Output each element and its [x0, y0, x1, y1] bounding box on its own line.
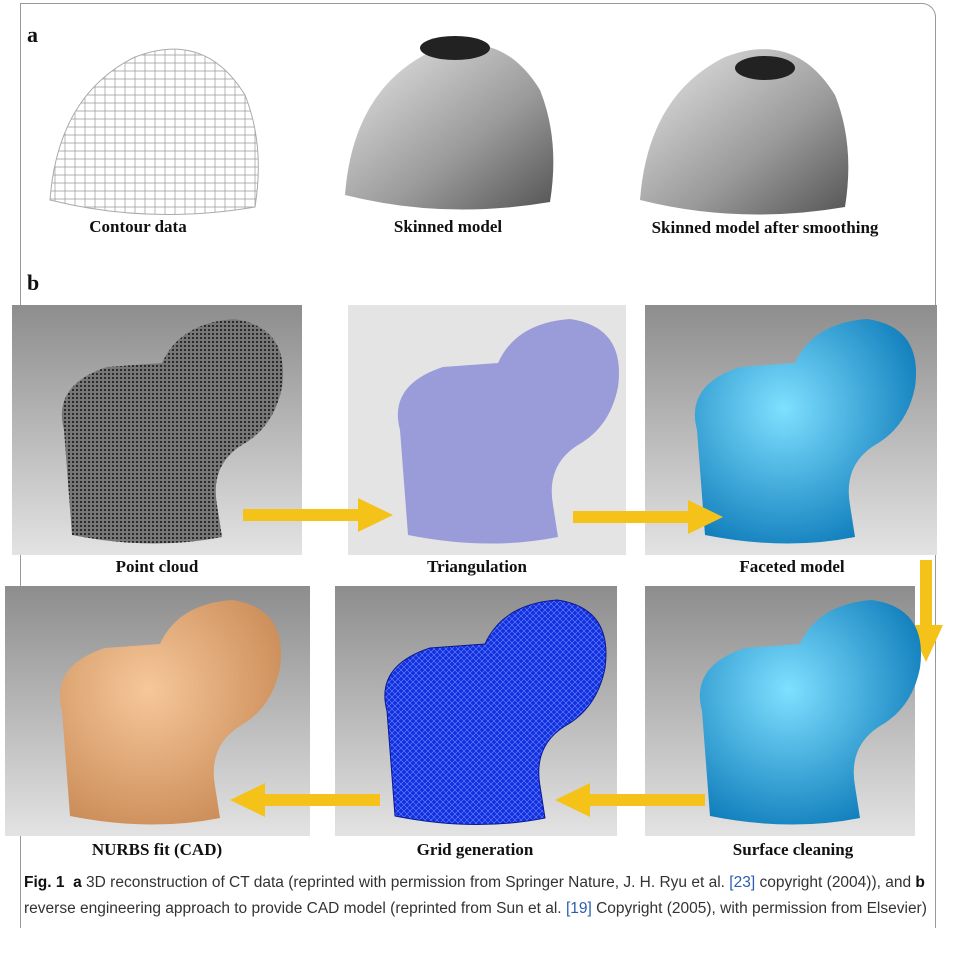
figure: a Contour data Skinned model Skinned mod… [0, 0, 955, 866]
item-label: Skinned model after smoothing [640, 215, 890, 241]
citation-link[interactable]: [19] [566, 900, 592, 917]
panel-label: a [27, 22, 38, 47]
caption-text: copyright (2004)), and [759, 874, 911, 891]
caption-text: Copyright (2005), with permission from E… [596, 900, 927, 917]
step-label: Grid generation [417, 840, 534, 859]
item-label: Skinned model [394, 217, 502, 236]
step-label: Triangulation [427, 557, 527, 576]
step-label: Surface cleaning [733, 840, 854, 859]
item-label: Contour data [89, 217, 187, 236]
caption-panel: b [915, 874, 924, 891]
opening [735, 56, 795, 80]
opening [420, 36, 490, 60]
step-label: Point cloud [116, 557, 199, 576]
panel-label: b [27, 270, 39, 295]
page: a Contour data Skinned model Skinned mod… [0, 0, 955, 956]
caption: Fig. 1 a 3D reconstruction of CT data (r… [24, 870, 939, 922]
item-label-box: Skinned model after smoothing [640, 215, 890, 275]
caption-text: 3D reconstruction of CT data (reprinted … [86, 874, 725, 891]
caption-panel: a [73, 874, 82, 891]
caption-text: reverse engineering approach to provide … [24, 900, 562, 917]
skinned-image [345, 44, 553, 209]
contour-image [50, 49, 258, 214]
step-label: NURBS fit (CAD) [92, 840, 222, 859]
citation-link[interactable]: [23] [729, 874, 755, 891]
caption-label: Fig. 1 [24, 874, 64, 891]
step-label: Faceted model [739, 557, 845, 576]
